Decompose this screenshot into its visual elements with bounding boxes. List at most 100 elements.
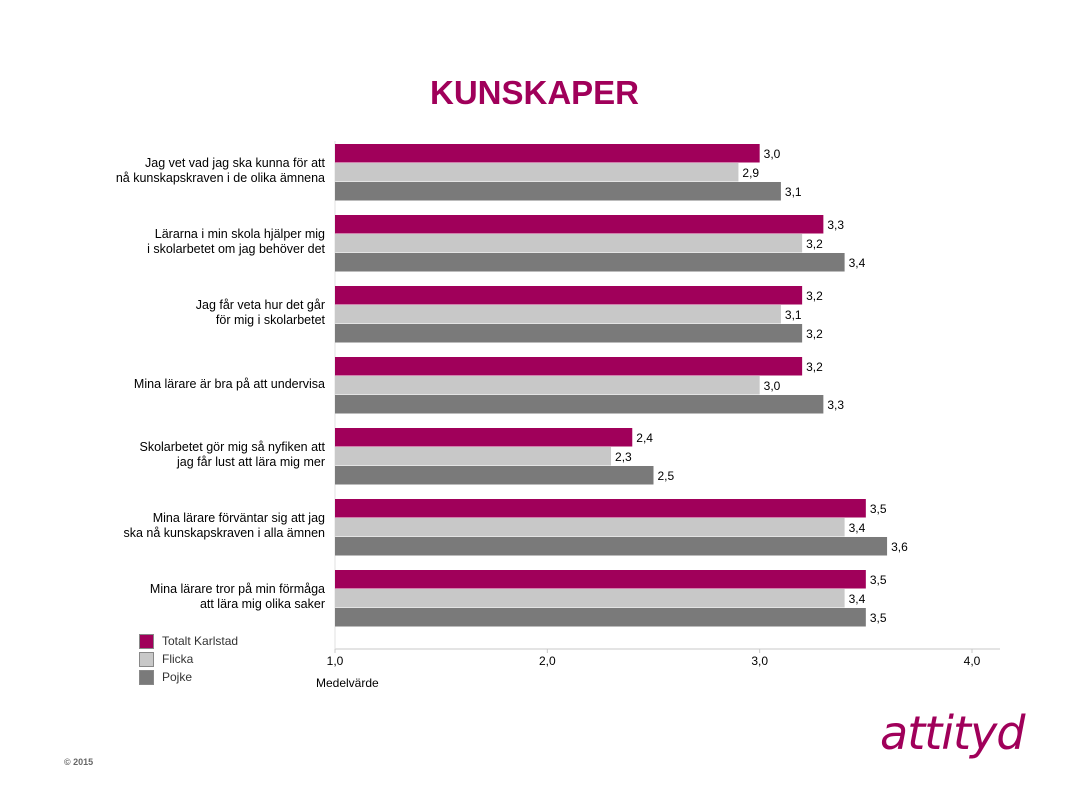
- attityd-logo: attityd: [880, 706, 1025, 760]
- bar-pojke: [335, 466, 654, 485]
- category-label-line: Mina lärare tror på min förmåga: [149, 582, 325, 597]
- data-label-bg: [824, 397, 846, 412]
- chart-title: KUNSKAPER: [429, 74, 640, 111]
- data-label-bg: [888, 539, 910, 554]
- data-label-bg: [781, 184, 803, 199]
- copyright: © 2015: [64, 757, 94, 767]
- bar-pojke: [335, 253, 845, 272]
- category-label-line: Mina lärare är bra på att undervisa: [133, 376, 325, 391]
- category-label-line: för mig i skolarbetet: [215, 313, 325, 328]
- data-label: 2,5: [658, 469, 675, 483]
- legend-label: Pojke: [162, 670, 193, 684]
- data-label-bg: [739, 165, 761, 180]
- data-label: 3,5: [870, 611, 887, 625]
- data-label-bg: [803, 326, 825, 341]
- bar-flicka: [335, 589, 845, 608]
- data-label: 2,9: [742, 166, 759, 180]
- category-label: Lärarna i min skola hjälper mig i skolarb…: [6, 227, 325, 257]
- legend-swatch: [139, 633, 154, 649]
- data-label: 3,1: [785, 308, 802, 322]
- category-label-line: i skolarbetet om jag behöver det: [147, 242, 325, 257]
- category-label: Mina lärare är bra på att undervisa: [6, 377, 325, 392]
- x-tick-label: 3,0: [751, 654, 768, 668]
- legend-label: Totalt Karlstad: [162, 634, 239, 648]
- data-label-bg: [845, 591, 867, 606]
- bar-totalt-karlstad: [335, 428, 633, 447]
- data-label-bg: [845, 520, 867, 535]
- data-label-bg: [845, 255, 867, 270]
- legend-item: Totalt Karlstad: [139, 632, 238, 650]
- category-label-line: Lärarna i min skola hjälper mig: [154, 227, 325, 242]
- data-label: 3,1: [785, 185, 802, 199]
- x-tick-label: 1,0: [327, 654, 344, 668]
- x-axis-title: Medelvärde: [316, 676, 379, 690]
- bar-pojke: [335, 537, 888, 556]
- data-label: 3,2: [806, 360, 823, 374]
- category-label-line: Jag vet vad jag ska kunna för att: [145, 156, 325, 171]
- bar-pojke: [335, 395, 824, 414]
- data-label: 3,0: [764, 147, 781, 161]
- data-label: 3,0: [764, 379, 781, 393]
- category-label-line: Skolarbetet gör mig så nyfiken att: [139, 440, 325, 455]
- bar-pojke: [335, 182, 781, 201]
- legend-swatch: [139, 651, 154, 667]
- bar-flicka: [335, 305, 781, 324]
- bar-totalt-karlstad: [335, 357, 803, 376]
- x-tick-label: 4,0: [964, 654, 981, 668]
- data-label-bg: [866, 501, 888, 516]
- bar-flicka: [335, 163, 739, 182]
- category-label-line: jag får lust att lära mig mer: [177, 455, 325, 470]
- data-label: 3,5: [870, 502, 887, 516]
- category-label-line: Jag får veta hur det går: [195, 298, 325, 313]
- data-label-bg: [824, 217, 846, 232]
- legend-item: Pojke: [139, 668, 238, 686]
- bar-flicka: [335, 234, 803, 253]
- data-label: 3,4: [849, 256, 866, 270]
- bar-totalt-karlstad: [335, 144, 760, 163]
- category-label: Mina lärare förväntar sig att jag ska nå …: [6, 511, 325, 541]
- data-label: 3,2: [806, 327, 823, 341]
- data-label-bg: [760, 146, 782, 161]
- data-label: 3,3: [827, 398, 844, 412]
- data-label-bg: [803, 288, 825, 303]
- data-label-bg: [866, 572, 888, 587]
- bar-flicka: [335, 447, 612, 466]
- bar-pojke: [335, 608, 866, 627]
- data-label: 2,3: [615, 450, 632, 464]
- category-label-line: nå kunskapskraven i de olika ämnena: [115, 171, 325, 186]
- data-label-bg: [633, 430, 655, 445]
- legend-swatch: [139, 669, 154, 685]
- category-label-line: Mina lärare förväntar sig att jag: [152, 511, 325, 526]
- data-label: 3,2: [806, 289, 823, 303]
- data-label: 3,3: [827, 218, 844, 232]
- data-label-bg: [781, 307, 803, 322]
- legend-item: Flicka: [139, 650, 238, 668]
- data-label-bg: [612, 449, 634, 464]
- x-tick-label: 2,0: [539, 654, 556, 668]
- bar-totalt-karlstad: [335, 499, 866, 518]
- data-label-bg: [760, 378, 782, 393]
- data-label-bg: [654, 468, 676, 483]
- data-label-bg: [803, 359, 825, 374]
- data-label-bg: [803, 236, 825, 251]
- category-label: Jag vet vad jag ska kunna för att nå kuns…: [6, 156, 325, 186]
- data-label: 3,6: [891, 540, 908, 554]
- bar-flicka: [335, 518, 845, 537]
- category-label-line: att lära mig olika saker: [199, 597, 325, 612]
- bar-totalt-karlstad: [335, 215, 824, 234]
- data-label: 3,5: [870, 573, 887, 587]
- bar-totalt-karlstad: [335, 570, 866, 589]
- bar-totalt-karlstad: [335, 286, 803, 305]
- category-label: Mina lärare tror på min förmåga att lära …: [6, 582, 325, 612]
- data-label-bg: [866, 610, 888, 625]
- category-label: Skolarbetet gör mig så nyfiken att jag få…: [6, 440, 325, 470]
- bar-flicka: [335, 376, 760, 395]
- data-label: 3,4: [849, 592, 866, 606]
- data-label: 3,2: [806, 237, 823, 251]
- category-label: Jag får veta hur det går för mig i skolar…: [6, 298, 325, 328]
- category-label-line: ska nå kunskapskraven i alla ämnen: [123, 526, 325, 541]
- bar-pojke: [335, 324, 803, 343]
- legend: Totalt Karlstad Flicka Pojke: [139, 632, 238, 686]
- data-label: 2,4: [636, 431, 653, 445]
